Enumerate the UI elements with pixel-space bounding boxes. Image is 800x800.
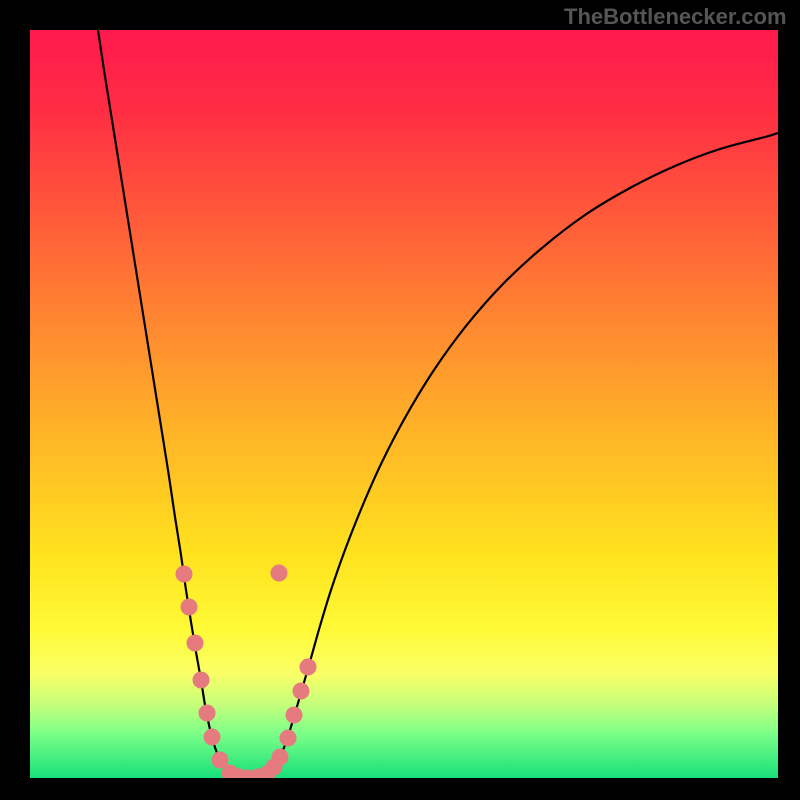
- data-marker: [193, 672, 209, 688]
- watermark-text: TheBottlenecker.com: [564, 4, 787, 30]
- data-marker: [280, 730, 296, 746]
- data-marker: [199, 705, 215, 721]
- data-marker: [286, 707, 302, 723]
- data-marker: [293, 683, 309, 699]
- data-marker: [272, 749, 288, 765]
- data-markers: [176, 565, 316, 778]
- data-marker: [300, 659, 316, 675]
- data-marker: [212, 752, 228, 768]
- curve-overlay: [30, 30, 778, 778]
- plot-area: [30, 30, 778, 778]
- data-marker: [204, 729, 220, 745]
- bottleneck-curve: [98, 30, 778, 778]
- data-marker: [187, 635, 203, 651]
- chart-canvas: TheBottlenecker.com: [0, 0, 800, 800]
- data-marker: [271, 565, 287, 581]
- data-marker: [176, 566, 192, 582]
- data-marker: [181, 599, 197, 615]
